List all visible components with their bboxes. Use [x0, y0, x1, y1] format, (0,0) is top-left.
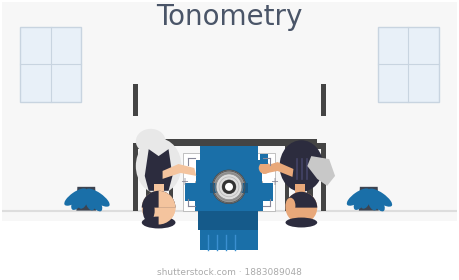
Ellipse shape	[194, 169, 264, 205]
Text: Tonometry: Tonometry	[156, 3, 302, 31]
Bar	[200, 146, 258, 161]
Bar	[285, 143, 326, 149]
Circle shape	[216, 174, 242, 200]
Circle shape	[212, 170, 246, 204]
Wedge shape	[285, 192, 317, 208]
Ellipse shape	[280, 140, 323, 192]
Bar	[133, 143, 174, 149]
Bar	[195, 186, 263, 211]
Ellipse shape	[368, 190, 385, 211]
Bar	[184, 153, 274, 211]
Bar	[20, 27, 81, 102]
Bar	[296, 184, 305, 196]
Ellipse shape	[285, 198, 296, 214]
Bar	[285, 149, 290, 211]
Bar	[198, 211, 258, 230]
Bar	[133, 149, 138, 211]
Ellipse shape	[347, 188, 369, 206]
Ellipse shape	[136, 129, 166, 154]
Bar	[154, 184, 163, 196]
Ellipse shape	[142, 216, 175, 228]
Bar	[259, 183, 273, 201]
Circle shape	[222, 180, 236, 194]
Ellipse shape	[360, 190, 371, 209]
Bar	[200, 230, 258, 250]
Bar	[321, 149, 326, 211]
Ellipse shape	[136, 138, 181, 194]
Circle shape	[285, 192, 317, 223]
Bar	[146, 146, 151, 211]
Polygon shape	[308, 156, 335, 186]
Ellipse shape	[367, 190, 378, 210]
Bar	[321, 84, 326, 116]
Ellipse shape	[86, 188, 110, 207]
Circle shape	[225, 183, 233, 191]
Circle shape	[259, 162, 271, 174]
Ellipse shape	[86, 190, 102, 211]
Text: shutterstock.com · 1883089048: shutterstock.com · 1883089048	[157, 268, 302, 277]
Ellipse shape	[84, 190, 95, 210]
Ellipse shape	[354, 190, 369, 210]
Ellipse shape	[64, 188, 87, 206]
Ellipse shape	[285, 218, 317, 227]
Bar	[378, 27, 439, 102]
Polygon shape	[162, 164, 196, 179]
Text: +: +	[180, 177, 188, 187]
Bar	[141, 139, 317, 146]
Wedge shape	[142, 191, 175, 208]
Bar	[185, 183, 199, 201]
Ellipse shape	[368, 188, 392, 207]
Bar	[196, 160, 262, 186]
Circle shape	[225, 183, 233, 191]
Bar	[308, 146, 313, 211]
Bar	[2, 3, 457, 221]
Text: +: +	[269, 177, 278, 187]
Polygon shape	[263, 162, 293, 177]
Polygon shape	[359, 187, 379, 211]
Bar	[260, 154, 268, 164]
Bar	[133, 84, 138, 116]
Bar	[210, 183, 248, 193]
Circle shape	[142, 191, 175, 225]
Ellipse shape	[78, 190, 88, 209]
Ellipse shape	[143, 200, 155, 221]
Polygon shape	[76, 187, 96, 211]
Ellipse shape	[71, 190, 87, 210]
Bar	[168, 149, 174, 211]
Wedge shape	[159, 208, 175, 225]
Wedge shape	[159, 191, 175, 208]
Polygon shape	[145, 149, 173, 191]
